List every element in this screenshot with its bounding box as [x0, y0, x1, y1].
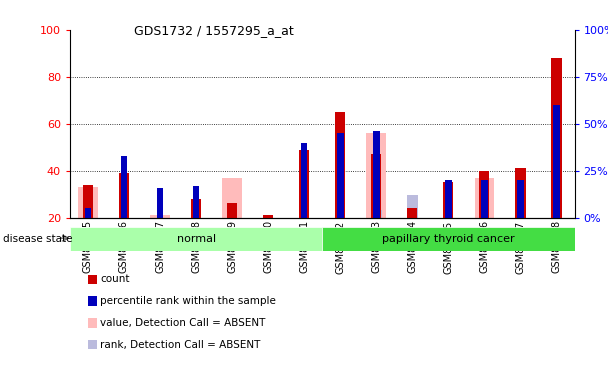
Text: percentile rank within the sample: percentile rank within the sample — [100, 296, 276, 306]
Bar — [85, 208, 91, 218]
Text: count: count — [100, 274, 130, 284]
Text: papillary thyroid cancer: papillary thyroid cancer — [382, 234, 515, 244]
Bar — [335, 112, 345, 218]
Bar — [407, 208, 418, 218]
Bar — [157, 188, 164, 218]
Bar — [83, 210, 94, 218]
Text: value, Detection Call = ABSENT: value, Detection Call = ABSENT — [100, 318, 266, 328]
Bar — [83, 185, 93, 218]
Bar — [445, 180, 452, 218]
Bar — [337, 133, 344, 218]
Bar — [517, 180, 523, 218]
Bar — [263, 215, 273, 217]
Bar — [322, 227, 575, 251]
Text: normal: normal — [176, 234, 216, 244]
Bar — [301, 142, 308, 218]
Bar — [553, 105, 560, 218]
Bar — [443, 182, 454, 218]
Bar — [70, 227, 322, 251]
Bar — [121, 156, 127, 218]
Text: GDS1732 / 1557295_a_at: GDS1732 / 1557295_a_at — [134, 24, 294, 38]
Bar — [407, 195, 418, 217]
Bar — [367, 133, 386, 218]
Text: rank, Detection Call = ABSENT: rank, Detection Call = ABSENT — [100, 340, 261, 350]
Bar — [516, 168, 525, 217]
Bar — [114, 217, 134, 246]
Bar — [191, 199, 201, 217]
Bar — [150, 215, 170, 217]
Bar — [258, 217, 278, 248]
Bar — [479, 171, 489, 217]
Bar — [299, 150, 309, 217]
Bar — [373, 131, 379, 218]
Text: disease state: disease state — [3, 234, 72, 244]
Bar — [371, 154, 381, 218]
Bar — [222, 178, 242, 218]
Bar — [227, 203, 237, 217]
Bar — [371, 210, 382, 218]
Bar — [193, 186, 199, 218]
Bar — [78, 187, 98, 218]
Bar — [551, 58, 562, 217]
Bar — [481, 180, 488, 218]
Bar — [474, 178, 494, 218]
Bar — [402, 217, 423, 231]
Bar — [119, 173, 129, 217]
